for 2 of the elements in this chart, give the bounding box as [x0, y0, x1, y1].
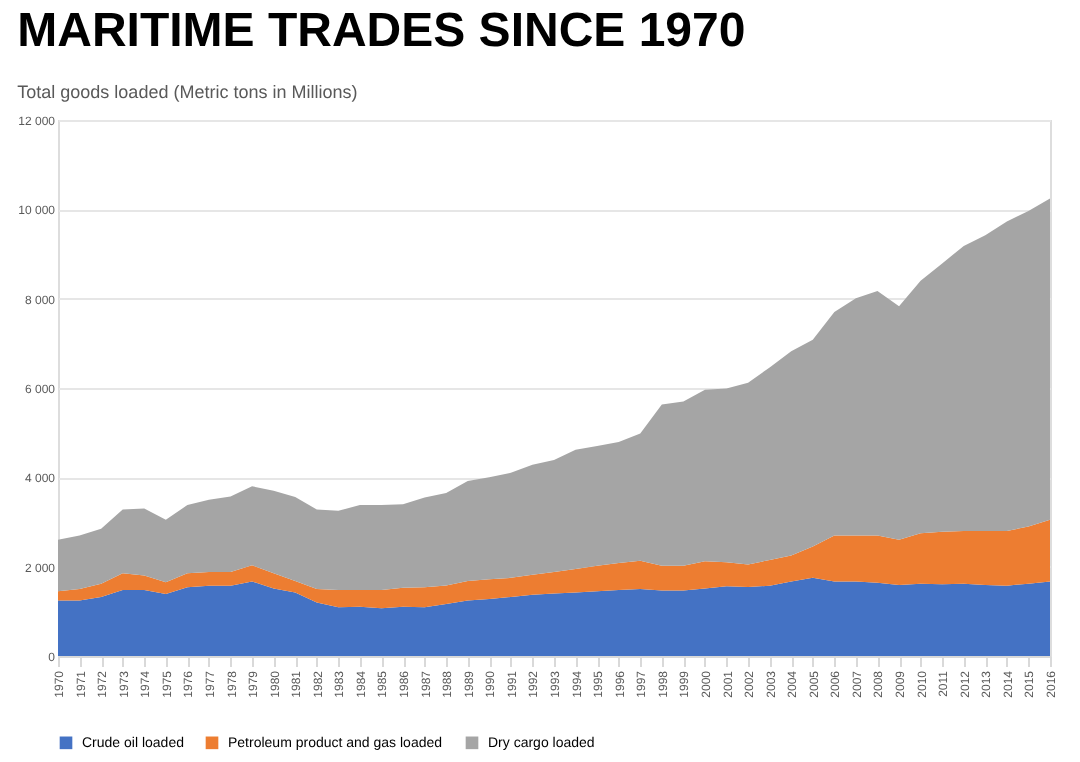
- chart-title: MARITIME TRADES SINCE 1970: [17, 4, 746, 58]
- chart-subtitle: Total goods loaded (Metric tons in Millions): [17, 82, 358, 102]
